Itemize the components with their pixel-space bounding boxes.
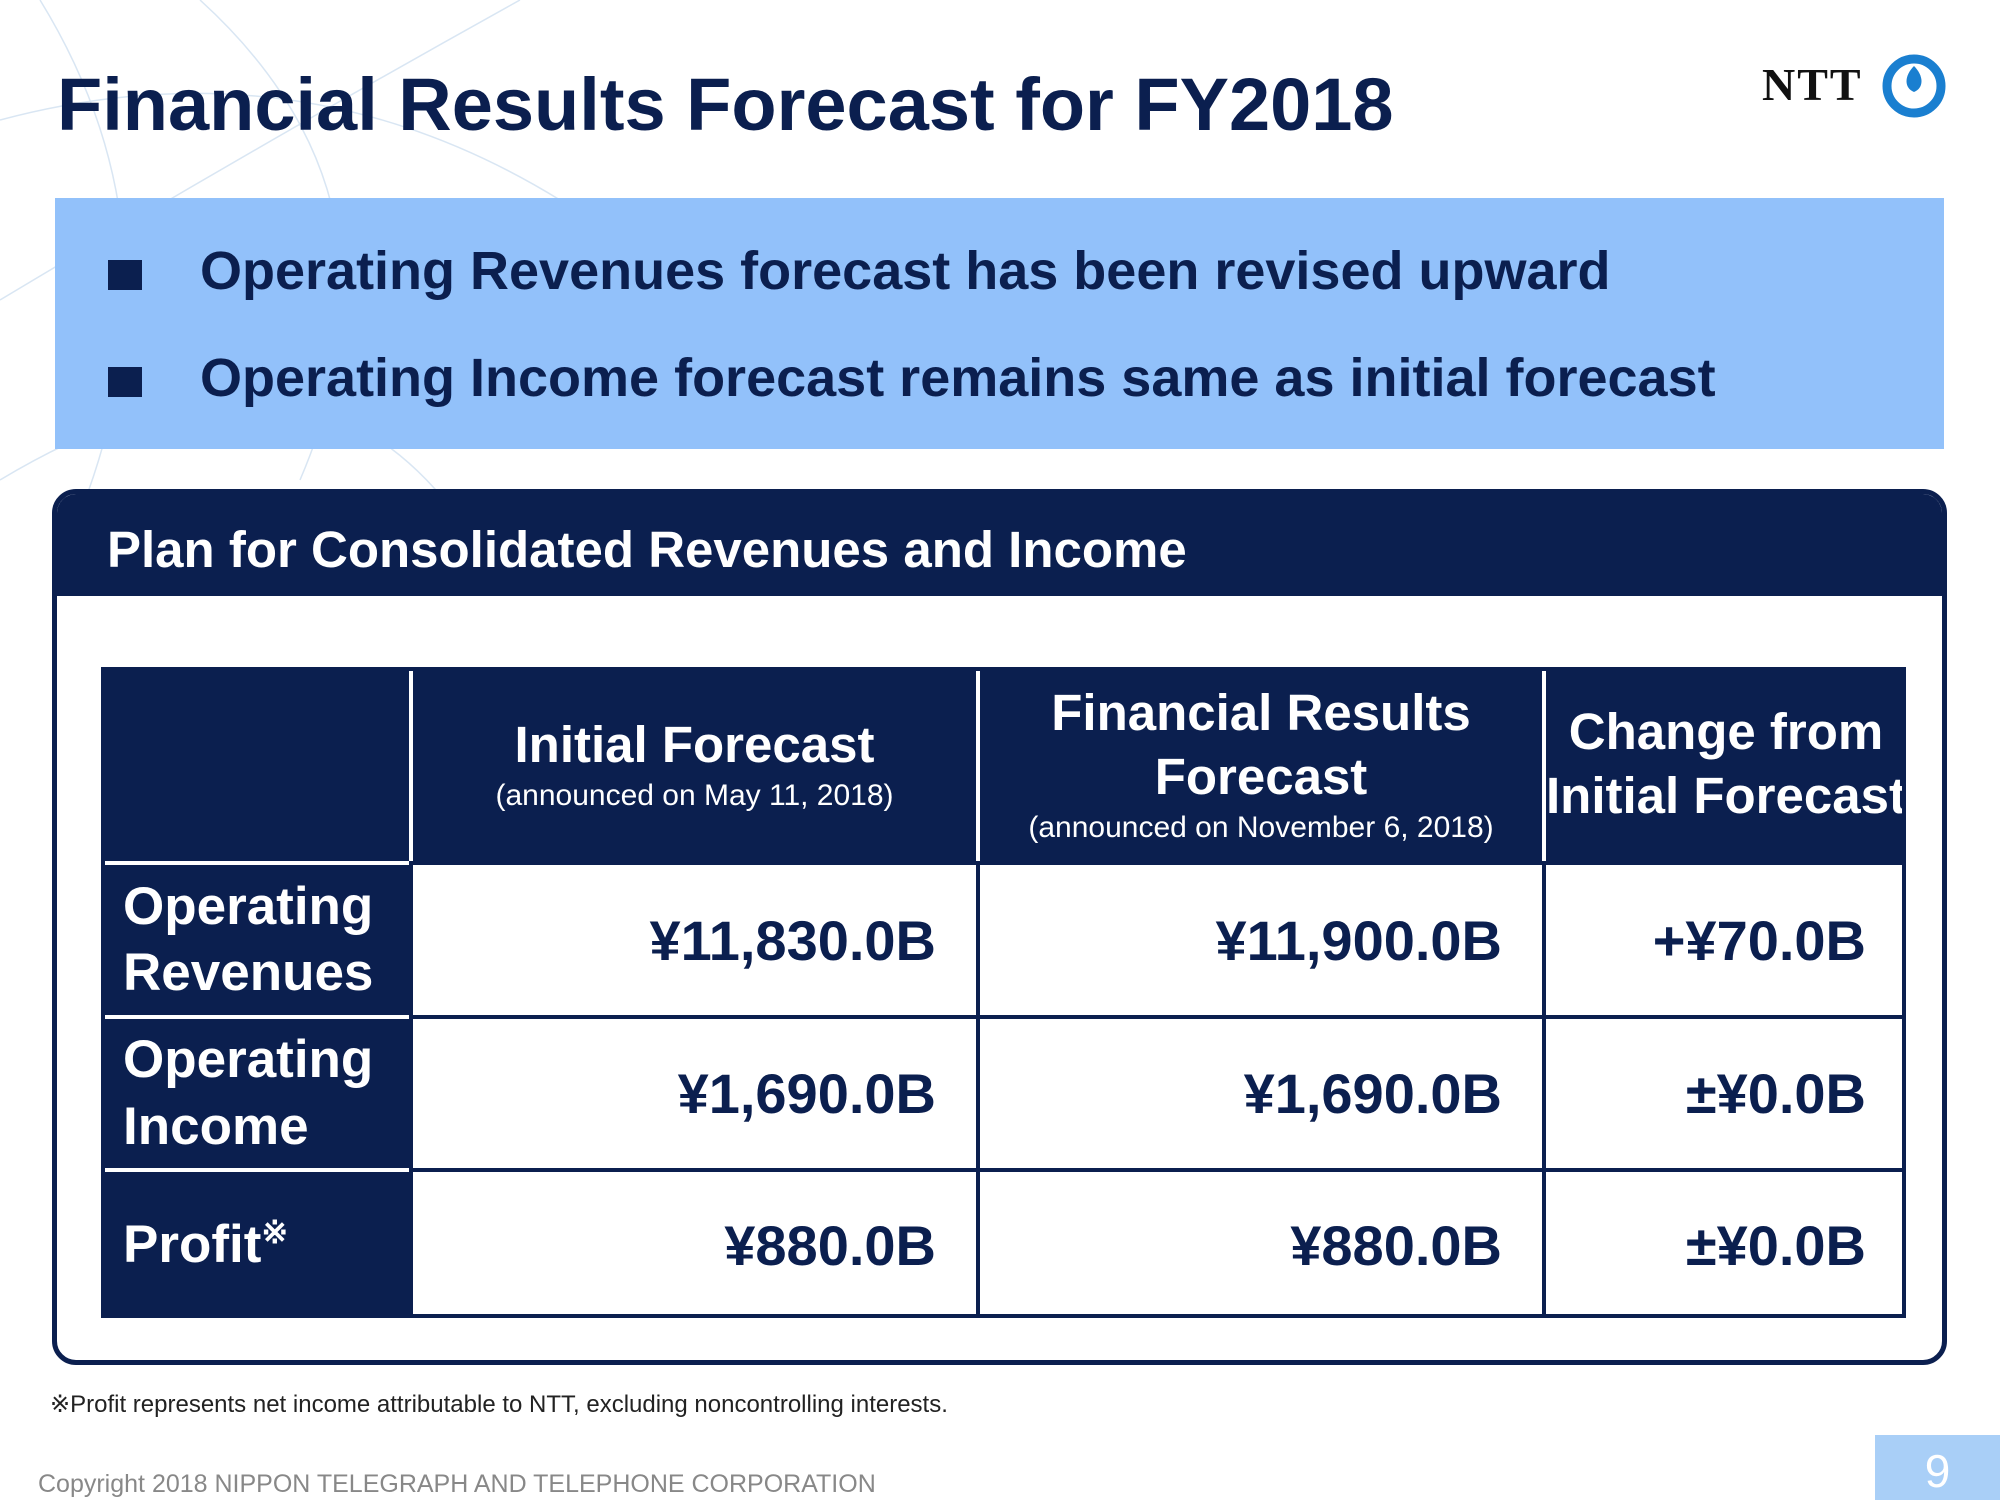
table-frame (101, 667, 1906, 1318)
row-label-mark: ※ (261, 1213, 289, 1250)
panel-title: Plan for Consolidated Revenues and Incom… (107, 521, 1187, 578)
bullet-square (108, 260, 142, 290)
logo-icon (1882, 54, 1946, 118)
value-cell: +¥70.0B (1542, 861, 1906, 1015)
value-cell: ¥880.0B (409, 1168, 976, 1318)
row-label-name: Operating Revenues (123, 876, 374, 1002)
panel: Plan for Consolidated Revenues and Incom… (52, 489, 1947, 1365)
column-title: Financial Results Forecast (1051, 683, 1471, 805)
value-cell: ¥11,830.0B (409, 861, 976, 1015)
bullet-square (108, 367, 142, 397)
logo-text: NTT (1762, 59, 1863, 110)
slide-title: Financial Results Forecast for FY2018 (57, 63, 1394, 146)
column-title: Change from Initial Forecast (1546, 703, 1906, 824)
footnote: ※Profit represents net income attributab… (50, 1391, 948, 1418)
value-cell: ±¥0.0B (1542, 1168, 1906, 1318)
column-header: Change from Initial Forecast (1542, 667, 1906, 861)
column-subtitle: (announced on May 11, 2018) (495, 779, 894, 813)
row-label-text: Operating Revenues (123, 874, 373, 1007)
value-cell: ±¥0.0B (1542, 1015, 1906, 1168)
copyright: Copyright 2018 NIPPON TELEGRAPH AND TELE… (38, 1470, 876, 1498)
panel-header: Plan for Consolidated Revenues and Incom… (57, 494, 1942, 596)
row-label: Operating Revenues (101, 861, 409, 1015)
column-header: Financial Results Forecast (announced on … (976, 667, 1542, 861)
row-label-text: Profit※ (123, 1212, 288, 1278)
row-label-text: Operating Income (123, 1027, 373, 1160)
row-label-name: Profit (123, 1214, 262, 1274)
row-label: Profit※ (101, 1168, 409, 1318)
value-cell: ¥1,690.0B (976, 1015, 1542, 1168)
value-cell: ¥880.0B (976, 1168, 1542, 1318)
value-cell: ¥11,900.0B (976, 861, 1542, 1015)
corner-cell (101, 667, 409, 861)
column-subtitle: (announced on November 6, 2018) (1028, 811, 1494, 845)
bullet-text: Operating Revenues forecast has been rev… (200, 241, 1611, 301)
summary-box: Operating Revenues forecast has been rev… (55, 198, 1944, 449)
page-number: 9 (1875, 1435, 2000, 1500)
column-title: Initial Forecast (514, 715, 875, 773)
row-label-name: Operating Income (123, 1030, 374, 1156)
column-header: Initial Forecast (announced on May 11, 20… (409, 667, 976, 861)
value-cell: ¥1,690.0B (409, 1015, 976, 1168)
bullet-text: Operating Income forecast remains same a… (200, 348, 1716, 408)
row-label: Operating Income (101, 1015, 409, 1168)
